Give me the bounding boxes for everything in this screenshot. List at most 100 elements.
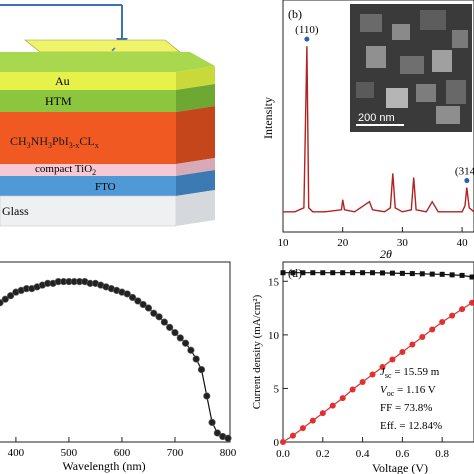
absorbance-point	[203, 392, 211, 400]
dark-current-point	[330, 270, 336, 276]
annotation-jsc: Jsc = 15.59 m	[380, 366, 440, 380]
panel-b-peak-markers: (110) (314)	[295, 24, 474, 184]
dark-current-point	[409, 271, 415, 277]
layer-top-face	[0, 52, 215, 72]
absorbance-point	[171, 329, 179, 337]
absorbance-point	[150, 309, 158, 317]
panel-c-xlabel: Wavelength (nm)	[62, 459, 145, 473]
photocurrent-point	[449, 312, 456, 319]
dark-current-point	[370, 270, 376, 276]
panel-d-xtick-label: 0.0	[276, 448, 290, 460]
dark-current-point	[419, 271, 425, 277]
absorbance-point	[144, 304, 153, 312]
panel-c-xticks: 400 500 600 700 800	[8, 437, 237, 459]
panel-c-absorbance-chart: 400 500 600 700 800 Wavelength (nm)	[0, 261, 237, 473]
panel-b-xlabel: 2θ	[380, 247, 392, 261]
panel-b-xrd-chart: (b) Intensity 10 20 30 40 2θ (110) (314) 200…	[261, 0, 474, 261]
panel-b-xticks: 10 20 30 40	[278, 227, 469, 249]
panel-d-frame	[282, 261, 474, 443]
side-htm	[176, 84, 215, 112]
absorbance-point	[128, 293, 137, 302]
peak-label: (314)	[455, 166, 474, 178]
label-htm: HTM	[45, 94, 72, 108]
peak-marker	[464, 178, 470, 184]
panel-c-xtick-label: 400	[8, 447, 25, 459]
dark-current-point	[340, 270, 346, 276]
absorbance-point	[139, 300, 147, 309]
absorbance-point	[7, 292, 15, 300]
photocurrent-point	[399, 349, 406, 355]
dark-current-point	[389, 270, 395, 276]
absorbance-point	[160, 318, 168, 326]
label-au: Au	[55, 74, 70, 88]
photocurrent-points	[280, 299, 474, 445]
photocurrent-point	[339, 395, 346, 402]
absorbance-point	[213, 429, 221, 437]
photocurrent-point	[319, 410, 326, 417]
absorbance-point	[187, 346, 195, 354]
panel-d-xlabel: Voltage (V)	[372, 461, 428, 474]
label-perovskite: CH3NH3PbI3-xCLx	[10, 134, 99, 150]
dark-current-point	[449, 272, 455, 278]
dark-current-point	[399, 270, 405, 276]
absorbance-point	[1, 295, 9, 303]
photocurrent-point	[280, 439, 286, 445]
dark-current-point	[300, 270, 306, 276]
photocurrent-point	[299, 425, 306, 432]
panel-b-ylabel: Intensity	[261, 97, 275, 139]
dark-current-point	[290, 270, 296, 276]
absorbance-point	[197, 366, 206, 374]
panel-c-xtick-label: 500	[61, 447, 78, 459]
au-electrode-top	[24, 39, 181, 53]
xrd-trace	[283, 46, 474, 213]
panel-c-xtick-label: 800	[220, 447, 237, 459]
sem-texture	[356, 10, 468, 124]
layer-au	[0, 72, 176, 90]
panel-b-letter: (b)	[288, 7, 302, 21]
photocurrent-point	[439, 319, 446, 325]
absorbance-point	[208, 418, 216, 427]
photocurrent-point	[419, 334, 426, 340]
layer-perovskite	[0, 112, 176, 164]
label-fto: FTO	[95, 181, 116, 193]
sem-scale-label: 200 nm	[358, 112, 395, 124]
absorbance-point	[181, 339, 190, 347]
absorbance-point	[224, 434, 232, 442]
dark-current-point	[459, 272, 465, 278]
side-au	[176, 66, 215, 90]
photocurrent-point	[389, 356, 396, 363]
dark-current-point	[469, 274, 474, 280]
panel-d-ytick-label: 0	[274, 437, 280, 449]
absorbance-point	[176, 334, 184, 342]
dark-current-point	[280, 270, 286, 276]
layer-htm	[0, 90, 176, 112]
label-tio2: compact TiO2	[35, 163, 96, 177]
dark-current-point	[360, 270, 366, 276]
side-perovskite	[176, 106, 215, 164]
dark-current-point	[310, 270, 316, 276]
photocurrent-point	[359, 379, 366, 385]
annotation-ff: FF = 73.8%	[380, 402, 432, 414]
panel-d-xtick-label: 0.2	[316, 448, 330, 460]
panel-d-ytick-label: 15	[268, 276, 280, 288]
panel-a-device-schematic: Au HTM CH3NH3PbI3-xCLx compact TiO2 FTO …	[0, 4, 215, 227]
absorbance-point	[134, 297, 142, 305]
annotation-voc: Voc = 1.16 V	[380, 384, 436, 398]
side-fto	[176, 170, 215, 196]
panel-d-xtick-label: 0.8	[435, 448, 449, 460]
dark-current-point	[429, 271, 435, 277]
peak-label: (110)	[295, 24, 319, 36]
annotation-eff: Eff. = 12.84%	[380, 420, 442, 432]
photocurrent-point	[379, 364, 386, 370]
panel-b-xtick-label: 40	[457, 237, 469, 249]
panel-d-ytick-label: 5	[274, 383, 280, 395]
panel-c-xtick-label: 700	[167, 447, 184, 459]
panel-d-xticks: 0.0 0.2 0.4 0.6 0.8	[276, 437, 450, 460]
side-glass	[176, 190, 215, 226]
absorbance-point	[192, 355, 200, 363]
absorbance-point	[155, 313, 163, 321]
layer-fto	[0, 176, 176, 196]
photocurrent-point	[369, 371, 376, 378]
peak-marker	[304, 36, 310, 42]
